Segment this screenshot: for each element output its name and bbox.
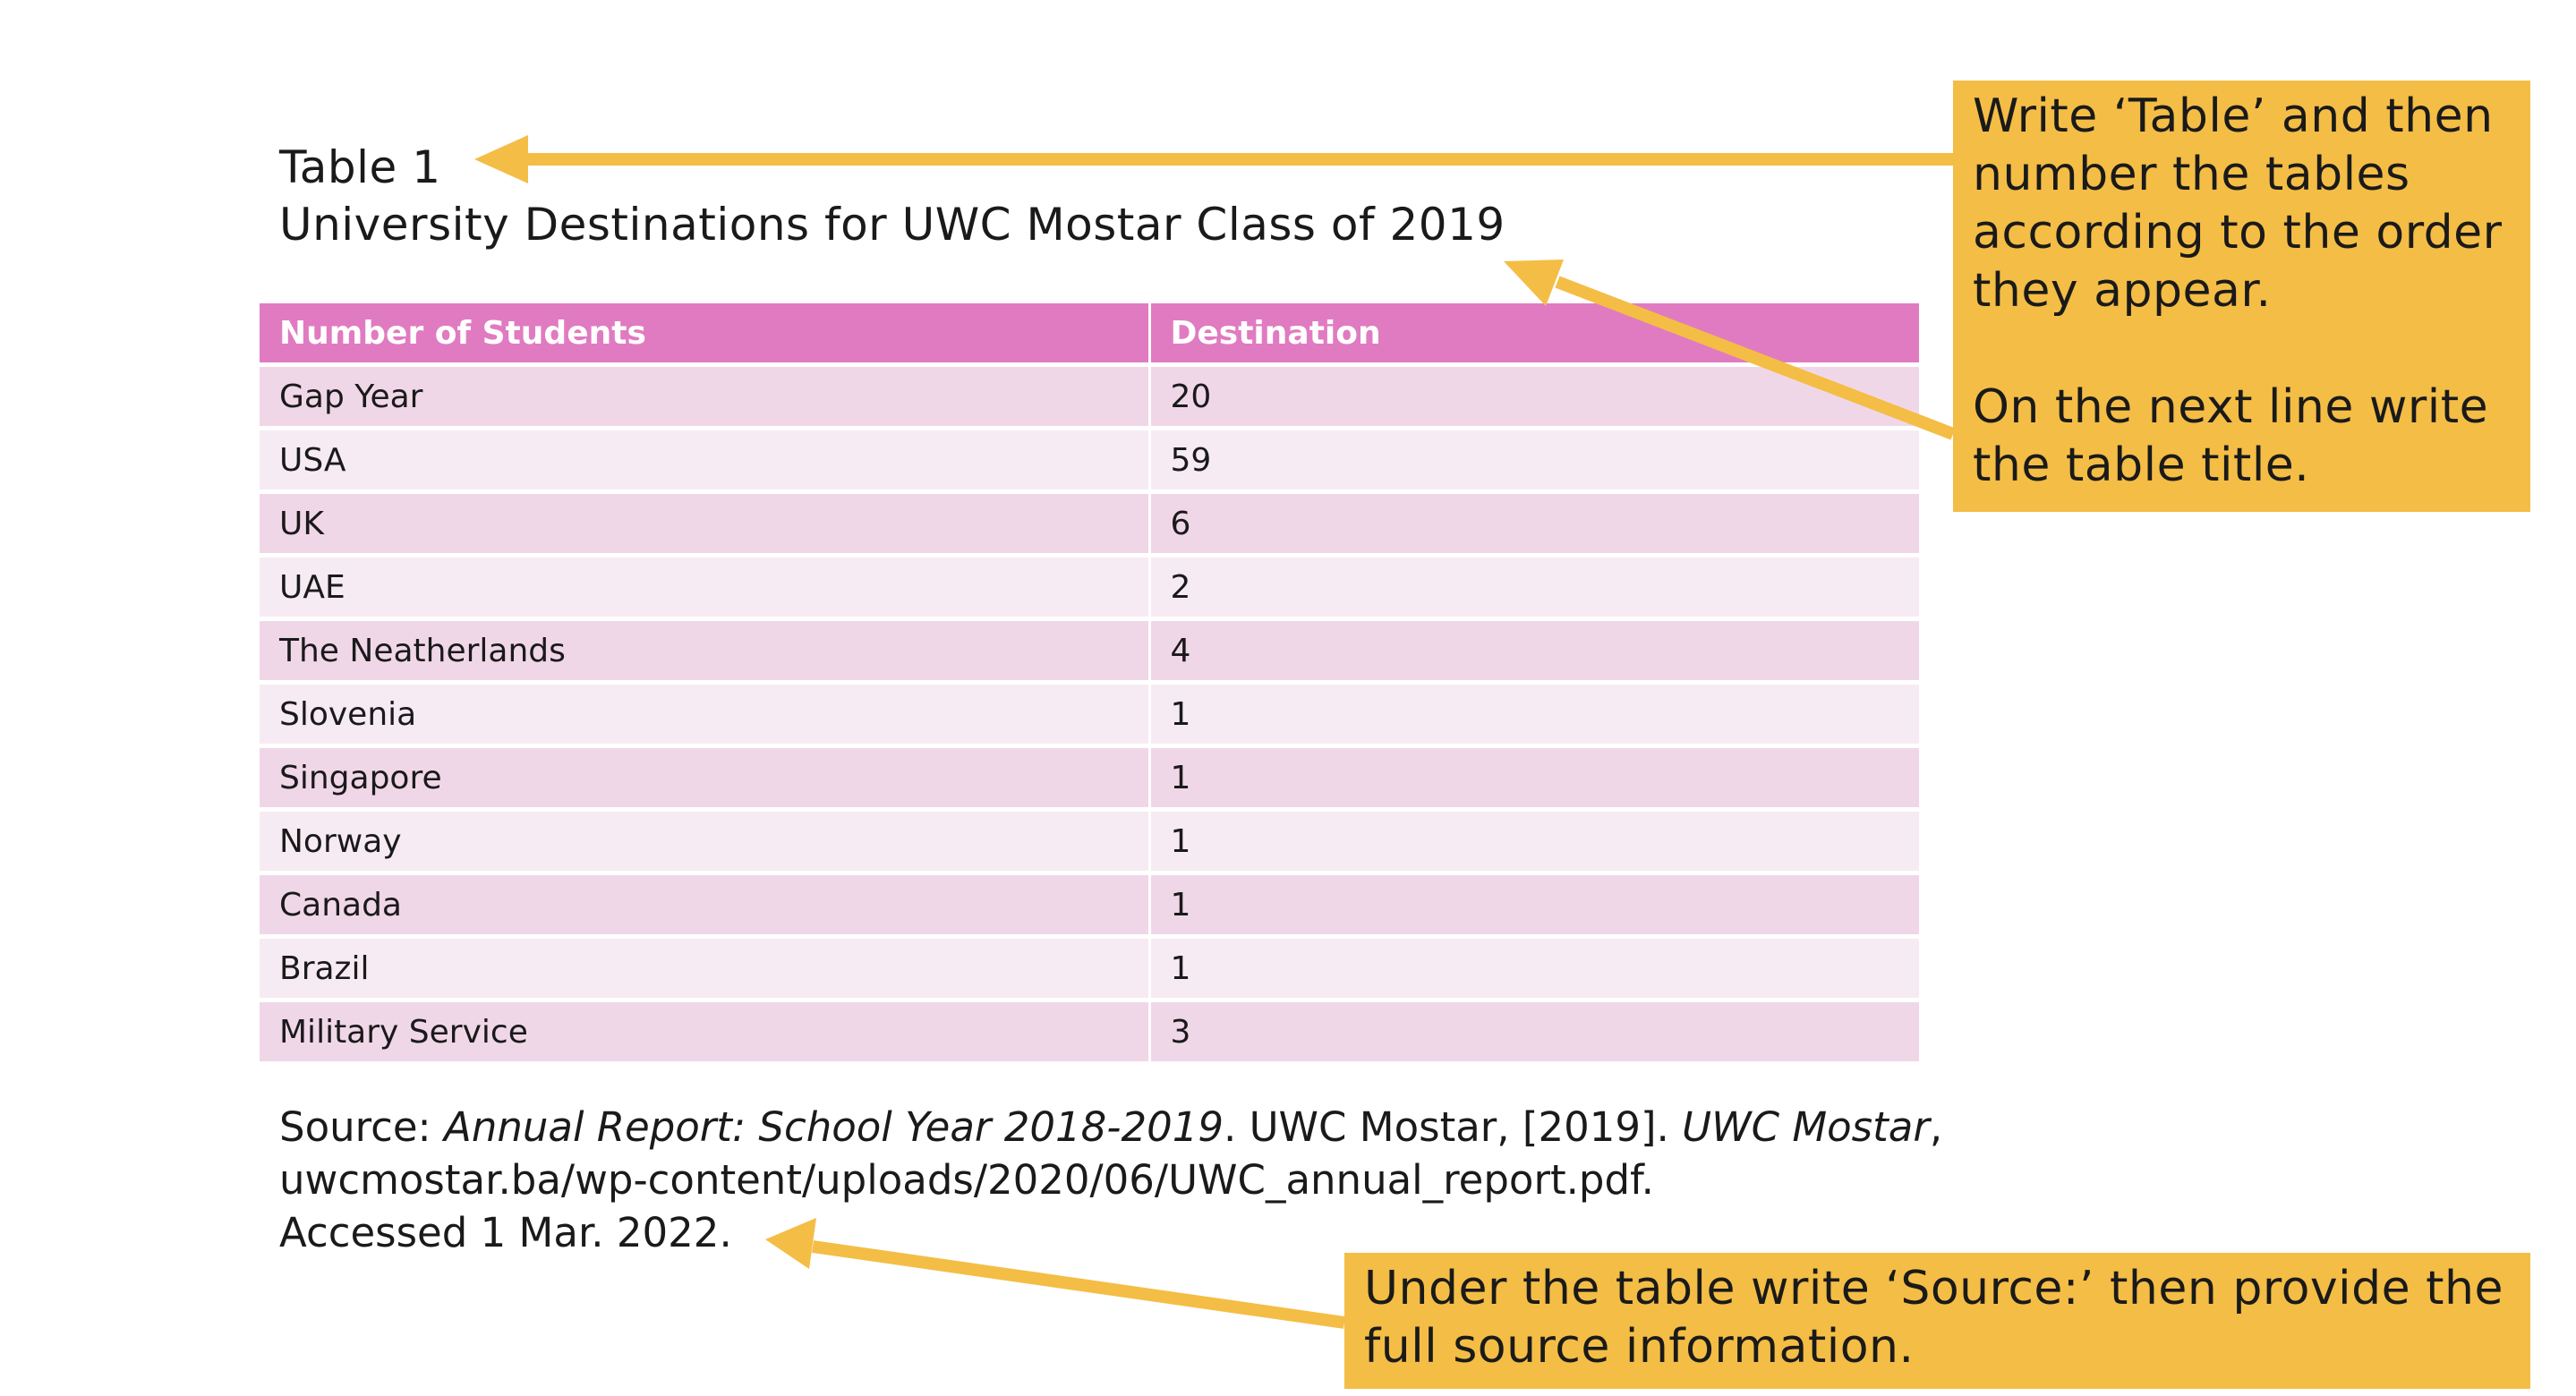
table-cell: 59 — [1147, 428, 1919, 494]
callout-line: Under the table write ‘Source:’ then pro… — [1364, 1262, 2503, 1315]
callout-line: full source information. — [1364, 1320, 1915, 1374]
table-row: Brazil 1 — [260, 936, 1919, 1002]
source-line-1: Source: Annual Report: School Year 2018-… — [279, 1101, 2069, 1153]
table-cell: 4 — [1147, 618, 1919, 685]
callout-line: Write ‘Table’ and then — [1973, 89, 2494, 143]
table-cell: 1 — [1147, 745, 1919, 812]
table-cell: Gap Year — [260, 364, 1149, 430]
table-row: Canada 1 — [260, 872, 1919, 939]
arrowhead-table-number — [474, 135, 528, 183]
source-publisher: . UWC Mostar, [2019]. — [1224, 1103, 1683, 1151]
callout-line: the table title. — [1973, 438, 2310, 492]
callout-table-caption-instructions: Write ‘Table’ and then number the tables… — [1953, 81, 2530, 512]
table-cell: UAE — [260, 555, 1149, 621]
table-title: University Destinations for UWC Mostar C… — [279, 199, 1506, 251]
callout-line: according to the order — [1973, 206, 2503, 260]
table-row: USA 59 — [260, 428, 1919, 494]
table-cell: USA — [260, 428, 1149, 494]
table-cell: 20 — [1147, 364, 1919, 430]
source-accessed-date: Accessed 1 Mar. 2022. — [279, 1209, 732, 1256]
table-cell: Norway — [260, 809, 1149, 875]
source-site-name: UWC Mostar — [1682, 1103, 1930, 1151]
table-cell: Brazil — [260, 936, 1149, 1002]
callout-line: they appear. — [1973, 264, 2272, 318]
table-row: Norway 1 — [260, 809, 1919, 875]
callout-spacer — [1973, 320, 2511, 379]
table-row: The Neatherlands 4 — [260, 618, 1919, 685]
table-cell: 1 — [1147, 872, 1919, 939]
table-cell: 1 — [1147, 809, 1919, 875]
table-cell: Singapore — [260, 745, 1149, 812]
callout-line: On the next line write — [1973, 380, 2489, 434]
destinations-table: Number of Students Destination Gap Year … — [260, 303, 1919, 1066]
table-cell: Military Service — [260, 1000, 1149, 1066]
table-cell: 6 — [1147, 491, 1919, 558]
table-cell: Slovenia — [260, 682, 1149, 748]
callout-source-instructions: Under the table write ‘Source:’ then pro… — [1344, 1253, 2530, 1389]
source-citation: Source: Annual Report: School Year 2018-… — [279, 1101, 2069, 1259]
table-cell: 3 — [1147, 1000, 1919, 1066]
table-cell: 1 — [1147, 936, 1919, 1002]
arrowhead-table-title — [1504, 260, 1564, 306]
table-number-label: Table 1 — [279, 141, 441, 193]
source-url: uwcmostar.ba/wp-content/uploads/2020/06/… — [279, 1156, 1654, 1204]
table-cell: 2 — [1147, 555, 1919, 621]
callout-line: number the tables — [1973, 148, 2410, 201]
table-row: UAE 2 — [260, 555, 1919, 621]
table-cell: UK — [260, 491, 1149, 558]
table-header-row: Number of Students Destination — [260, 303, 1919, 367]
column-header-number-of-students: Number of Students — [260, 303, 1149, 367]
table-row: Singapore 1 — [260, 745, 1919, 812]
source-prefix: Source: — [279, 1103, 445, 1151]
column-header-destination: Destination — [1147, 303, 1919, 367]
source-report-title: Annual Report: School Year 2018-2019 — [444, 1103, 1224, 1151]
table-cell: 1 — [1147, 682, 1919, 748]
source-comma: , — [1929, 1103, 1943, 1151]
table-cell: The Neatherlands — [260, 618, 1149, 685]
table-cell: Canada — [260, 872, 1149, 939]
table-row: Military Service 3 — [260, 1000, 1919, 1066]
table-row: Gap Year 20 — [260, 364, 1919, 430]
table-row: UK 6 — [260, 491, 1919, 558]
table-row: Slovenia 1 — [260, 682, 1919, 748]
